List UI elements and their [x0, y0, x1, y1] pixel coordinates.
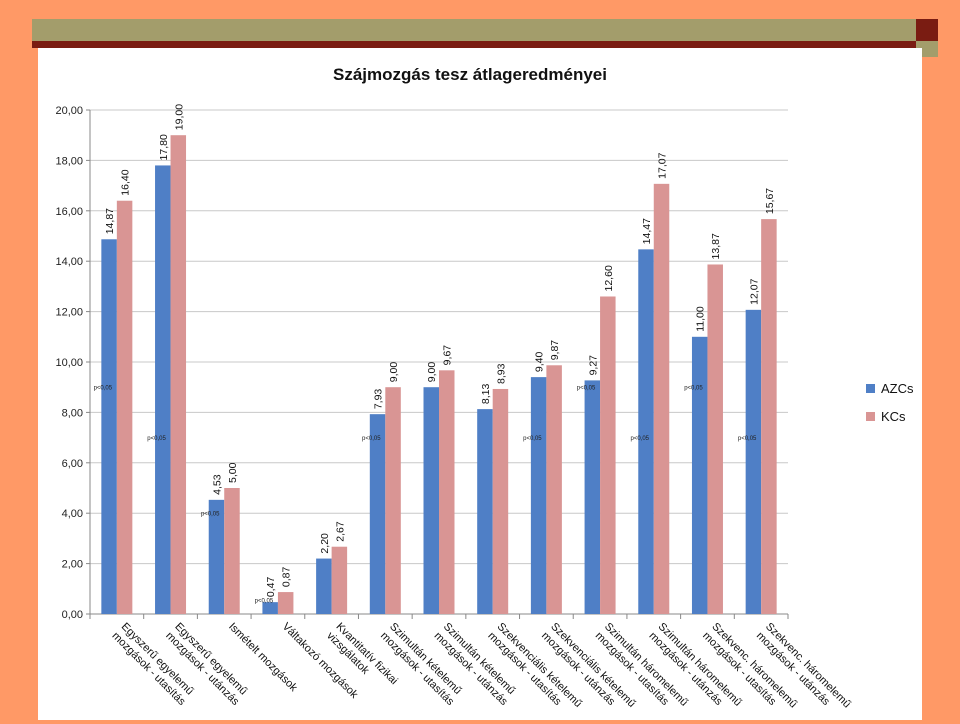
value-label: 2,20	[319, 533, 331, 554]
value-label: 8,13	[480, 384, 492, 405]
legend-label-kcs: KCs	[881, 409, 906, 424]
legend-swatch-azcs	[866, 384, 875, 393]
value-label: 15,67	[764, 188, 776, 214]
value-label: 4,53	[211, 474, 223, 495]
bar-azcs-6	[423, 387, 439, 614]
header-stripe	[32, 41, 916, 48]
chart-title: Szájmozgás tesz átlageredményei	[333, 65, 607, 84]
bar-kcs-0	[116, 200, 133, 614]
bar-kcs-2	[224, 488, 240, 614]
value-label: 9,87	[549, 340, 561, 361]
y-tick-label: 0,00	[62, 609, 83, 621]
bar-azcs-1	[155, 165, 171, 614]
significance-label: p<0,05	[255, 599, 274, 605]
y-tick-label: 18,00	[55, 155, 83, 167]
bar-kcs-9	[600, 296, 616, 614]
bar-kcs-4	[331, 546, 348, 614]
value-label: 0,47	[265, 577, 277, 598]
bar-azcs-12	[745, 309, 762, 614]
significance-label: p<0,05	[631, 436, 650, 442]
value-label: 9,00	[388, 362, 400, 383]
value-label: 9,67	[442, 345, 454, 366]
legend-label-azcs: AZCs	[881, 381, 914, 396]
bar-azcs-7	[477, 409, 493, 614]
value-label: 2,67	[334, 521, 346, 542]
bar-azcs-0	[101, 239, 117, 614]
y-tick-label: 8,00	[62, 407, 83, 419]
significance-label: p<0,05	[94, 386, 113, 392]
significance-label: p<0,05	[577, 386, 596, 392]
y-tick-label: 10,00	[55, 357, 83, 369]
bar-kcs-8	[546, 365, 562, 614]
value-label: 11,00	[695, 306, 707, 332]
value-label: 13,87	[710, 233, 722, 259]
legend-swatch-kcs	[866, 412, 875, 421]
value-label: 14,87	[104, 208, 116, 234]
value-label: 9,27	[587, 355, 599, 376]
bar-kcs-3	[277, 592, 294, 614]
value-label: 12,07	[748, 278, 760, 304]
y-tick-label: 4,00	[62, 508, 83, 520]
bar-azcs-9	[584, 380, 601, 614]
bar-azcs-2	[208, 499, 225, 614]
bar-kcs-12	[761, 219, 777, 614]
significance-label: p<0,05	[738, 436, 757, 442]
value-label: 9,00	[426, 362, 438, 383]
significance-label: p<0,05	[201, 512, 220, 518]
value-label: 12,60	[603, 265, 615, 291]
significance-label: p<0,05	[362, 436, 381, 442]
value-label: 8,93	[495, 363, 507, 384]
value-label: 17,07	[657, 152, 669, 178]
bar-azcs-4	[316, 558, 332, 614]
bar-azcs-11	[691, 336, 708, 614]
significance-label: p<0,05	[147, 436, 166, 442]
value-label: 9,40	[534, 352, 546, 373]
value-label: 0,87	[281, 566, 293, 587]
bar-kcs-1	[170, 135, 187, 614]
significance-label: p<0,05	[523, 436, 542, 442]
y-tick-label: 2,00	[62, 559, 83, 571]
legend: AZCs KCs	[866, 381, 914, 424]
header-square-top	[916, 19, 938, 41]
header-bar	[32, 19, 916, 41]
bar-kcs-5	[385, 387, 401, 614]
bar-azcs-10	[638, 249, 654, 614]
bar-azcs-5	[369, 414, 386, 614]
value-label: 19,00	[173, 104, 185, 130]
value-label: 17,80	[158, 134, 170, 160]
bar-kcs-7	[492, 388, 509, 614]
bar-azcs-3	[262, 602, 278, 614]
bar-azcs-8	[530, 377, 547, 614]
y-tick-label: 16,00	[55, 206, 83, 218]
bar-kcs-10	[653, 183, 670, 614]
significance-label: p<0,05	[684, 386, 703, 392]
value-label: 5,00	[227, 462, 239, 483]
bar-kcs-6	[439, 370, 455, 614]
significance-labels: p<0,05 p<0,05 p<0,05 p<0,05 p<0,05 p<0,05 p<0,…	[94, 386, 757, 605]
y-tick-label: 20,00	[55, 105, 83, 117]
y-tick-label: 12,00	[55, 307, 83, 319]
value-label: 7,93	[373, 389, 385, 410]
y-tick-label: 14,00	[55, 256, 83, 268]
bars	[101, 135, 777, 614]
value-label: 14,47	[641, 218, 653, 244]
value-label: 16,40	[120, 169, 132, 195]
y-tick-label: 6,00	[62, 458, 83, 470]
bar-kcs-11	[707, 264, 723, 614]
